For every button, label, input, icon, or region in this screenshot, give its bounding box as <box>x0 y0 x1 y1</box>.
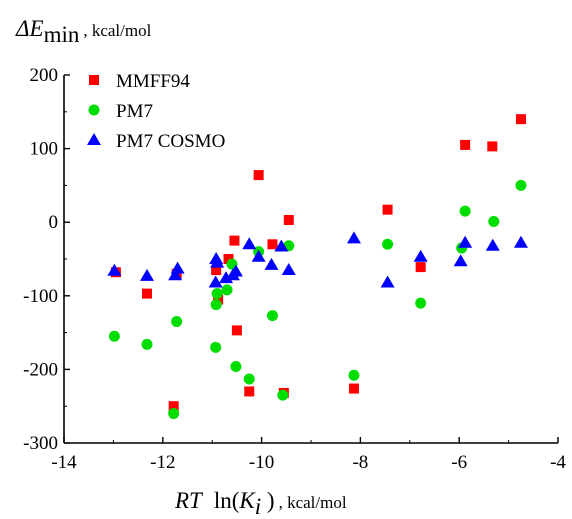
data-point-mmff94 <box>267 239 278 250</box>
data-point-mmff94 <box>231 325 242 336</box>
data-point-mmff94 <box>415 262 426 273</box>
y-tick-label: 0 <box>49 212 59 233</box>
legend: MMFF94 PM7 PM7 COSMO <box>87 71 225 152</box>
y-tick-label: -200 <box>23 359 58 380</box>
data-point-mmff94 <box>213 294 224 305</box>
data-point-pm7-cosmo <box>251 249 266 262</box>
data-point-pm7-cosmo <box>281 263 296 276</box>
y-axis-label-symbol: ΔE <box>15 16 44 41</box>
data-point-pm7-cosmo <box>168 268 183 281</box>
x-axis-label-rt: RT <box>174 488 204 513</box>
data-point-mmff94 <box>515 114 526 125</box>
data-point-mmff94 <box>283 214 294 225</box>
x-axis-label-var: K <box>238 488 256 513</box>
data-point-pm7 <box>382 238 394 250</box>
data-point-pm7-cosmo <box>380 275 395 288</box>
data-point-pm7 <box>459 205 471 217</box>
x-tick-label: -14 <box>51 452 77 473</box>
y-tick-label: -300 <box>23 433 58 454</box>
data-point-pm7 <box>266 310 278 322</box>
data-point-pm7 <box>488 215 500 227</box>
data-point-pm7-cosmo <box>274 239 289 252</box>
y-tick-label: 100 <box>30 139 59 160</box>
x-axis-label-func: ln( <box>214 488 240 513</box>
data-point-pm7-cosmo <box>170 261 185 274</box>
y-axis-label-subscript: min <box>44 22 80 47</box>
y-tick-label: -100 <box>23 286 58 307</box>
data-point-pm7-cosmo <box>513 235 528 248</box>
axes-group: -14 -12 -10 -8 -6 -4 -300 -200 -100 0 100 200 <box>23 65 566 473</box>
data-point-mmff94 <box>223 254 234 264</box>
data-point-pm7-cosmo <box>228 264 243 277</box>
data-point-pm7-cosmo <box>208 275 223 288</box>
x-tick-label: -8 <box>352 452 368 473</box>
data-point-pm7-cosmo <box>242 237 257 250</box>
x-tick-label: -10 <box>249 452 274 473</box>
data-point-mmff94 <box>244 386 255 397</box>
data-point-pm7 <box>108 330 120 342</box>
data-points-group <box>107 114 528 420</box>
data-point-mmff94 <box>211 265 222 276</box>
legend-marker-pm7 <box>88 104 100 116</box>
data-point-pm7-cosmo <box>453 254 468 267</box>
legend-marker-mmff94 <box>89 75 99 85</box>
x-tick-label: -4 <box>550 452 566 473</box>
data-point-pm7 <box>348 369 360 381</box>
data-point-pm7 <box>277 389 289 401</box>
data-point-mmff94 <box>382 204 393 215</box>
data-point-mmff94 <box>168 401 179 412</box>
x-axis-label: RT ln(Ki ) , kcal/mol <box>174 488 347 519</box>
legend-label-pm7: PM7 <box>116 101 153 122</box>
x-axis-label-unit: , kcal/mol <box>279 493 347 512</box>
data-point-pm7-cosmo <box>485 238 500 251</box>
data-point-pm7 <box>171 316 183 328</box>
data-point-pm7-cosmo <box>139 268 154 281</box>
data-point-mmff94 <box>229 235 240 246</box>
data-point-mmff94 <box>253 170 264 181</box>
legend-label-pm7-cosmo: PM7 COSMO <box>116 131 225 152</box>
data-point-pm7-cosmo <box>346 231 361 244</box>
x-tick-label: -6 <box>451 452 467 473</box>
data-point-pm7-cosmo <box>264 257 279 270</box>
y-axis-label: ΔEmin, kcal/mol <box>15 16 152 47</box>
x-axis-label-var-sub: i <box>255 494 261 519</box>
y-tick-label: 200 <box>30 65 59 86</box>
data-point-pm7-cosmo <box>210 255 225 268</box>
data-point-mmff94 <box>460 139 471 150</box>
data-point-pm7-cosmo <box>458 235 473 248</box>
data-point-pm7 <box>141 338 153 350</box>
legend-label-mmff94: MMFF94 <box>116 71 190 92</box>
data-point-pm7 <box>415 297 427 309</box>
data-point-mmff94 <box>141 288 152 299</box>
legend-marker-pm7-cosmo <box>87 133 101 145</box>
x-tick-label: -12 <box>150 452 175 473</box>
data-point-pm7-cosmo <box>107 263 122 276</box>
data-point-pm7 <box>168 408 180 420</box>
data-point-mmff94 <box>348 383 359 394</box>
data-point-pm7 <box>210 299 222 311</box>
data-point-pm7-cosmo <box>413 249 428 262</box>
data-point-pm7 <box>221 284 233 296</box>
data-point-pm7 <box>211 288 223 300</box>
data-point-mmff94 <box>487 141 498 152</box>
x-axis-label-close: ) <box>261 488 274 513</box>
data-point-pm7 <box>210 341 222 353</box>
data-point-pm7 <box>243 373 255 385</box>
data-point-pm7 <box>230 360 242 372</box>
data-point-pm7 <box>515 179 527 191</box>
y-axis-label-unit: , kcal/mol <box>83 21 151 40</box>
